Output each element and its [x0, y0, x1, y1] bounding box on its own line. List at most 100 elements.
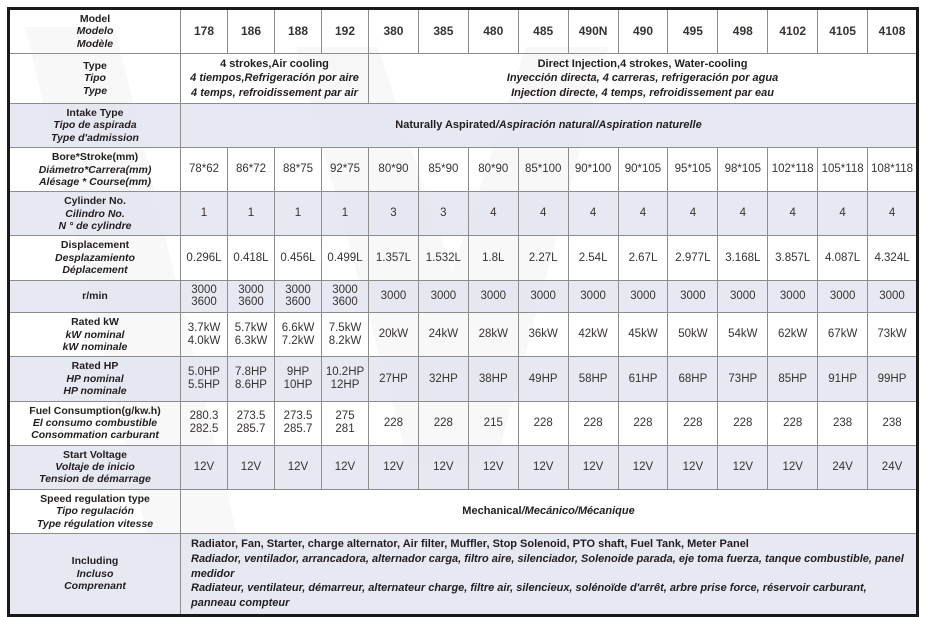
text-line: Injection directe, 4 temps, refroidissem… [511, 86, 774, 99]
value-line: 12V [240, 460, 262, 473]
rpm-value-cell: 3000 [817, 279, 869, 314]
value-line: 3 [440, 207, 447, 220]
displacement-value-cell: 2.54L [567, 235, 619, 281]
value-line: 3000 [580, 289, 606, 302]
value-line: 228 [683, 416, 703, 429]
start-voltage-value-cell: 12V [368, 444, 419, 490]
text-line: Radiateur, ventilateur, démarreur, alter… [191, 582, 867, 610]
value-line: 238 [882, 416, 902, 429]
value-line: 273.5 [236, 410, 266, 423]
text-line: r/min [82, 290, 108, 303]
displacement-value-cell: 0.418L [227, 235, 275, 281]
value-line: 1 [247, 207, 255, 220]
cylinder-no-value-cell: 3 [368, 191, 419, 237]
speed-regulation-span-cell: Mechanical/Mecánico/Mécanique [180, 488, 918, 534]
text-line: Type régulation vitesse [36, 517, 154, 530]
displacement-value-cell: 3.857L [767, 235, 819, 281]
value-line: 12V [383, 460, 404, 473]
text-line: kW nominale [62, 341, 128, 354]
cylinder-no-value-cell: 4 [767, 191, 819, 237]
spec-sheet-page: Model Modelo Modèle 178 186 188 192 380 385 480 48… [0, 7, 926, 617]
value-line: 490 [632, 23, 653, 38]
table-row-fuel-consumption: Fuel Consumption(g/kw.h) El consumo combu… [8, 400, 918, 446]
value-line: 4 [639, 207, 647, 220]
value-line: 4.0kW [187, 334, 221, 347]
rpm-value-cell: 3000 [767, 279, 819, 314]
fuel-consumption-value-cell: 238 [817, 400, 869, 446]
value-line: 85HP [778, 372, 808, 385]
text-line: Consommation carburant [31, 429, 159, 442]
text-line: HP nominale [63, 385, 127, 398]
value-line: 4108 [878, 23, 906, 38]
value-line: 12V [193, 460, 215, 473]
model-value-cell: 480 [467, 7, 519, 55]
displacement-value-cell: 4.324L [867, 235, 918, 281]
displacement-value-cell: 1.532L [417, 235, 469, 281]
start-voltage-value-cell: 12V [180, 444, 228, 490]
row-label-cylinder-no: Cylinder No. Cilindro No. N ° de cylindre [8, 191, 181, 237]
value-line: 3000 [285, 283, 311, 296]
value-line: 3.857L [775, 251, 811, 264]
spec-table-body: Model Modelo Modèle 178 186 188 192 380 385 480 48… [8, 7, 918, 617]
bore-stroke-value-cell: 95*105 [667, 147, 719, 193]
value-line: 12V [682, 460, 704, 473]
value-line: 188 [287, 23, 309, 38]
bore-stroke-value-cell: 88*75 [274, 147, 322, 193]
value-line: 88*75 [282, 163, 314, 176]
fuel-consumption-value-cell: 228 [767, 400, 819, 446]
text-line: N ° de cylindre [58, 220, 132, 233]
value-line: 1 [294, 207, 302, 220]
type-span-cell: 4 strokes,Air cooling 4 tiempos,Refrigera… [180, 53, 369, 105]
text-line: Rated kW [71, 316, 119, 329]
value-line: 8.6HP [235, 378, 267, 391]
value-line: 3600 [332, 296, 358, 309]
cylinder-no-value-cell: 4 [567, 191, 619, 237]
value-line: 1 [200, 207, 208, 220]
rpm-value-cell: 3000 [567, 279, 619, 314]
value-line: 12V [732, 460, 754, 473]
table-row-intake-type: Intake Type Tipo de aspirada Type d'admiss… [8, 103, 918, 149]
table-row-start-voltage: Start Voltage Voltaje de inicio Tension de… [8, 444, 918, 490]
value-line: 228 [433, 416, 453, 429]
value-line: 6.6kW [281, 321, 315, 334]
text-line: Fuel Consumption(g/kw.h) [29, 404, 161, 417]
value-line: 12V [483, 460, 504, 473]
value-line: 90*105 [624, 163, 662, 176]
value-line: 24V [881, 460, 903, 473]
bore-stroke-value-cell: 86*72 [227, 147, 275, 193]
value-line: 73HP [728, 372, 758, 385]
bore-stroke-value-cell: 80*90 [368, 147, 419, 193]
value-line: 36kW [528, 328, 558, 341]
value-line: 3000 [680, 289, 706, 302]
model-value-cell: 495 [667, 7, 719, 55]
text-line: Desplazamiento [55, 251, 135, 264]
value-line: 3.7kW [187, 321, 221, 334]
bore-stroke-value-cell: 78*62 [180, 147, 228, 193]
table-row-speed-regulation: Speed regulation type Tipo regulación Type… [8, 488, 918, 534]
rpm-value-cell: 3000 [417, 279, 469, 314]
bore-stroke-value-cell: 80*90 [467, 147, 519, 193]
row-label-speed-regulation: Speed regulation type Tipo regulación Type… [8, 488, 181, 534]
value-line: 80*90 [478, 163, 509, 176]
cylinder-no-value-cell: 1 [180, 191, 228, 237]
row-label-displacement: Displacement Desplazamiento Déplacement [8, 235, 181, 281]
text-line: kW nominal [65, 328, 125, 341]
intake-type-span-cell: Naturally Aspirated/Aspiración natural/A… [180, 103, 918, 149]
value-line: 61HP [628, 372, 658, 385]
text-line: El consumo combustible [32, 416, 158, 429]
value-line: 3000 [191, 283, 217, 296]
rated-hp-value-cell: 7.8HP 8.6HP [227, 356, 275, 402]
value-line: 273.5 [283, 410, 313, 423]
cylinder-no-value-cell: 4 [617, 191, 669, 237]
value-line: 10.2HP [325, 366, 365, 379]
value-line: 0.499L [327, 251, 363, 264]
fuel-consumption-value-cell: 238 [867, 400, 918, 446]
fuel-consumption-value-cell: 215 [467, 400, 519, 446]
rated-hp-value-cell: 10.2HP 12HP [321, 356, 369, 402]
value-line: 50kW [678, 328, 708, 341]
value-line: 285.7 [236, 423, 266, 436]
fuel-consumption-value-cell: 273.5 285.7 [274, 400, 322, 446]
value-line: 32HP [428, 372, 458, 385]
text-line: Modèle [76, 37, 114, 50]
text-line: Alésage * Course(mm) [38, 175, 152, 188]
